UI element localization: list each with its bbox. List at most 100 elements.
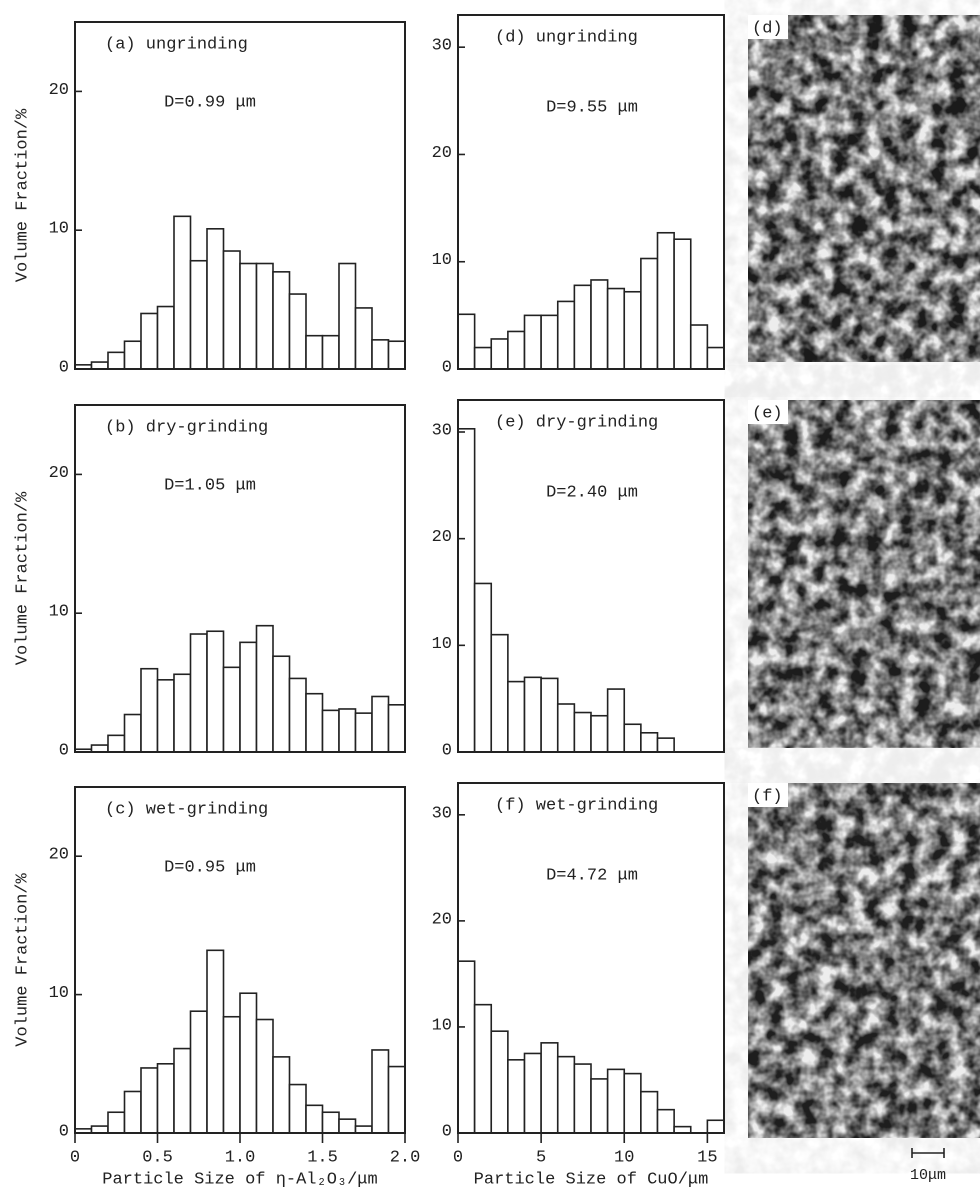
panel-title: (b) dry-grinding [105, 418, 268, 437]
bar [540, 677, 559, 753]
bar [590, 279, 609, 370]
bar [90, 361, 109, 370]
x-tick-label: 0 [453, 1148, 463, 1167]
bar [523, 1052, 542, 1134]
bar [222, 1015, 241, 1134]
bar [606, 287, 626, 370]
panel-annotation: D=2.40 μm [546, 483, 638, 502]
bar [206, 630, 225, 753]
y-tick-label: 10 [49, 984, 69, 1003]
bar [189, 1010, 208, 1134]
bar [239, 992, 258, 1134]
bar [606, 688, 626, 753]
sem-image [748, 15, 980, 362]
y-tick-label: 0 [59, 1122, 69, 1141]
bar [156, 305, 175, 370]
image-label: (d) [752, 19, 783, 38]
bar [288, 1083, 307, 1134]
plot-frame [74, 21, 406, 370]
bar [123, 713, 142, 753]
x-tick-label: 15 [697, 1148, 717, 1167]
bar [706, 1119, 725, 1134]
bar [206, 228, 225, 370]
sem-image [748, 400, 980, 748]
bar [107, 1111, 126, 1134]
x-tick-label: 10 [614, 1148, 634, 1167]
bar [623, 1072, 642, 1134]
x-tick-label: 1.5 [307, 1148, 338, 1167]
bar [354, 307, 373, 370]
bar [656, 1108, 675, 1134]
bar [90, 1125, 109, 1134]
bar [656, 231, 675, 370]
bar [556, 300, 576, 370]
bar [590, 714, 609, 753]
bar [523, 676, 542, 753]
plot-frame [457, 399, 725, 753]
y-tick-label: 0 [59, 741, 69, 760]
scale-bar-label: 10μm [910, 1167, 946, 1184]
bar [305, 692, 324, 753]
bar [490, 633, 509, 753]
bar [590, 1078, 609, 1134]
bar [473, 1003, 493, 1134]
image-label: (e) [752, 404, 783, 423]
bar [288, 677, 307, 753]
bar [706, 346, 725, 370]
bar [338, 1118, 357, 1134]
bar [305, 334, 324, 370]
bar [222, 666, 241, 753]
image-label-bg [748, 783, 788, 807]
bar [387, 704, 406, 753]
bar [140, 667, 159, 753]
bar [354, 712, 373, 753]
bar [123, 1090, 142, 1134]
x-tick-label: 1.0 [225, 1148, 256, 1167]
panel-title: (c) wet-grinding [105, 800, 268, 819]
bar [507, 680, 526, 753]
bar [371, 1049, 390, 1134]
bar [387, 1065, 406, 1134]
y-tick-label: 30 [432, 421, 452, 440]
bar [457, 960, 476, 1134]
y-tick-label: 10 [432, 251, 452, 270]
bar [255, 262, 274, 370]
bar [173, 673, 192, 753]
bar [321, 709, 340, 753]
bar [123, 340, 142, 370]
bar [156, 679, 175, 753]
bar [272, 1056, 291, 1134]
bar [90, 744, 109, 753]
bar [189, 259, 208, 370]
bar [573, 284, 592, 370]
bar [189, 633, 208, 753]
x-tick-label: 0 [70, 1148, 80, 1167]
bar [556, 1055, 576, 1134]
panel-title: (a) ungrinding [105, 35, 248, 54]
bar [321, 1111, 340, 1134]
y-tick-label: 10 [432, 635, 452, 654]
bar [107, 734, 126, 753]
bar [457, 313, 476, 370]
y-tick-label: 20 [49, 81, 69, 100]
y-tick-label: 10 [432, 1016, 452, 1035]
x-tick-label: 0.5 [142, 1148, 173, 1167]
x-axis-label: Particle Size of CuO/μm [474, 1170, 709, 1189]
bar [640, 257, 659, 370]
bar [490, 1030, 509, 1134]
bar [321, 334, 340, 370]
bar [107, 351, 126, 370]
panel-annotation: D=0.95 μm [164, 858, 256, 877]
panel-title: (f) wet-grinding [495, 796, 658, 815]
y-tick-label: 30 [432, 37, 452, 56]
panel-annotation: D=4.72 μm [546, 866, 638, 885]
image-label: (f) [752, 787, 783, 806]
bar [272, 271, 291, 370]
x-axis-label: Particle Size of η-Al₂O₃/μm [102, 1170, 377, 1189]
bar [255, 1018, 274, 1134]
plot-frame [74, 404, 406, 753]
y-tick-label: 0 [442, 1122, 452, 1141]
bar [387, 340, 406, 370]
bar [623, 723, 642, 753]
bar [288, 293, 307, 370]
